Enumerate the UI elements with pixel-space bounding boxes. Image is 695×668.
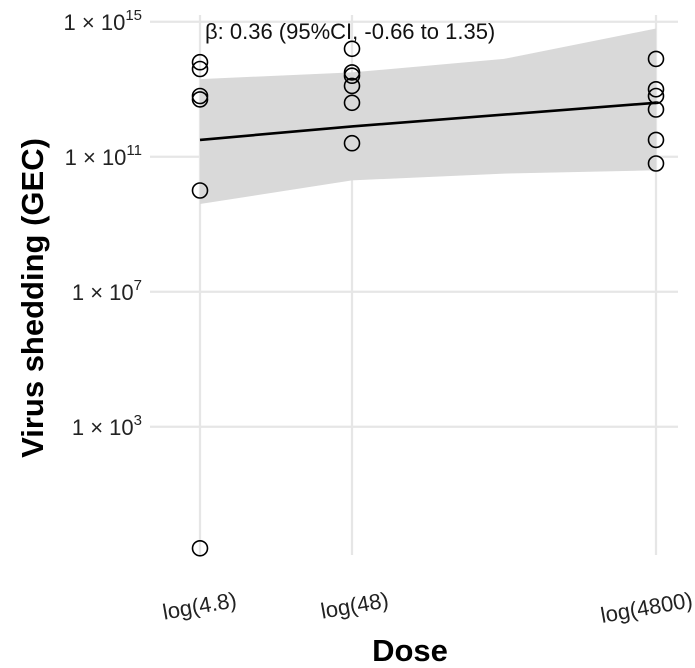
- y-tick-base: 1 × 10: [65, 145, 127, 170]
- x-tick-label: log(4.8): [161, 587, 239, 625]
- y-tick-exponent: 3: [134, 412, 142, 429]
- x-tick-label: log(48): [319, 587, 391, 624]
- x-tick-labels: log(4.8) log(48) log(4800): [161, 587, 695, 628]
- data-point: [647, 87, 665, 105]
- y-tick-base: 1 × 10: [72, 280, 134, 305]
- data-point: [647, 131, 665, 149]
- data-point: [343, 77, 361, 95]
- data-point: [647, 81, 665, 98]
- y-axis-title: Virus shedding (GEC): [15, 138, 50, 458]
- y-tick-base: 1 × 10: [64, 10, 126, 35]
- y-tick-base: 1 × 10: [72, 415, 134, 440]
- data-point: [343, 40, 361, 58]
- y-tick-label: 1 × 103: [72, 412, 142, 440]
- y-tick-label: 1 × 1011: [65, 142, 142, 170]
- data-point: [647, 50, 665, 68]
- data-point: [191, 539, 209, 557]
- data-point: [647, 155, 665, 172]
- points-layer: [191, 40, 665, 557]
- confidence-band: [200, 28, 656, 204]
- y-tick-label: 1 × 107: [72, 277, 142, 305]
- data-point: [191, 182, 209, 199]
- confidence-band-layer: [200, 28, 656, 204]
- data-point: [343, 134, 361, 152]
- data-point: [647, 101, 665, 118]
- y-tick-exponent: 7: [134, 277, 142, 294]
- y-tick-exponent: 11: [126, 142, 142, 159]
- data-point: [343, 94, 361, 112]
- y-tick-exponent: 15: [125, 7, 142, 24]
- beta-annotation: β: 0.36 (95%CI, -0.66 to 1.35): [205, 19, 495, 44]
- fit-line: [199, 101, 657, 142]
- data-point: [191, 53, 209, 71]
- data-point: [191, 91, 209, 108]
- x-axis-title: Dose: [372, 633, 448, 668]
- fit-line-layer: [199, 101, 657, 142]
- x-tick-label: log(4800): [599, 587, 695, 628]
- data-point: [191, 60, 209, 78]
- y-tick-label: 1 × 1015: [64, 7, 142, 35]
- data-point: [343, 67, 361, 84]
